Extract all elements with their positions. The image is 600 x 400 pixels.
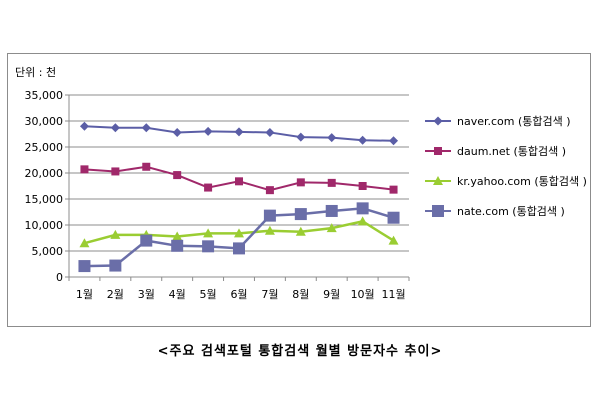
x-tick-label: 10월 [351,288,375,301]
y-tick-label: 20,000 [25,167,64,180]
x-tick-label: 3월 [138,288,155,301]
x-tick-label: 2월 [107,288,124,301]
data-point [389,136,399,146]
data-point [110,229,121,239]
data-point [110,123,120,133]
data-point [234,228,244,238]
x-tick-label: 7월 [261,288,278,301]
data-point [265,186,274,195]
data-point [264,225,275,235]
x-tick-label: 1월 [76,288,93,301]
data-point [109,259,122,272]
data-point [296,132,306,142]
data-point [111,167,120,176]
legend-marker [433,116,443,126]
x-tick-label: 9월 [323,288,340,301]
data-point [141,123,151,133]
data-point [233,242,245,255]
legend-marker [434,147,442,155]
data-point [325,204,338,217]
data-point [327,178,336,187]
y-tick-label: 5,000 [32,245,64,258]
data-point [265,127,275,137]
data-point [79,238,90,248]
data-point [203,126,213,136]
data-point [203,228,214,238]
chart-frame [7,53,591,327]
data-point [140,234,153,247]
y-tick-label: 15,000 [25,193,64,206]
legend-label: naver.com (통합검색 ) [457,115,571,128]
data-point [356,202,369,215]
x-tick-label: 8월 [292,288,309,301]
unit-label: 단위 : 천 [15,65,56,79]
x-tick-label: 11월 [381,288,405,301]
data-point [387,211,400,224]
legend-label: kr.yahoo.com (통합검색 ) [457,175,587,188]
data-point [173,171,182,180]
chart-caption: <주요 검색포털 통합검색 월별 방문자수 추이> [157,344,443,359]
data-point [294,208,307,221]
x-tick-label: 6월 [230,288,247,301]
data-point [172,231,183,241]
data-point [389,185,398,194]
legend-marker [432,205,444,217]
y-tick-label: 35,000 [25,89,64,102]
y-tick-label: 25,000 [25,141,64,154]
data-point [172,127,182,137]
line-chart: 단위 : 천 0 5,000 10,000 15,000 20,000 25,000 30,0… [15,65,587,301]
data-point [171,239,184,252]
data-point [296,178,305,187]
y-tick-label: 10,000 [25,219,64,232]
x-tick-label: 5월 [200,288,217,301]
data-point [79,121,89,131]
data-point [388,235,399,245]
x-tick-label: 4월 [169,288,186,301]
data-point [78,260,91,273]
data-point [358,135,368,145]
y-tick-label: 0 [56,271,63,284]
data-point [202,240,215,253]
data-point [327,133,337,143]
legend-label: nate.com (통합검색 ) [457,205,565,218]
data-point [263,209,276,222]
data-point [235,177,243,186]
data-point [204,183,213,192]
data-point [358,182,367,190]
data-point [80,165,89,174]
legend-label: daum.net (통합검색 ) [457,145,566,158]
data-point [142,162,151,171]
data-point [295,226,306,236]
data-point [326,223,337,233]
data-point [357,216,368,226]
y-tick-label: 30,000 [25,115,64,128]
data-point [234,127,244,137]
legend-marker [433,176,443,185]
